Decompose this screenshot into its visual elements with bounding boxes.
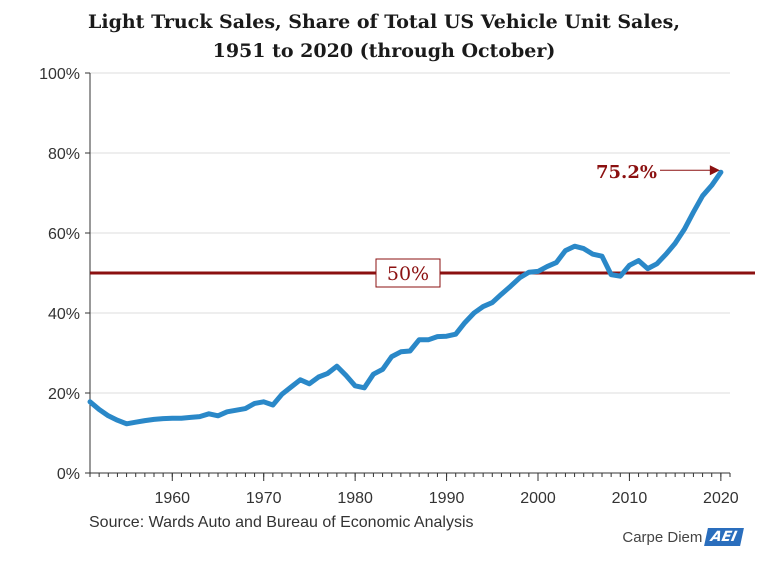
annotation-arrowhead <box>709 165 720 176</box>
x-tick-label: 1980 <box>337 490 373 507</box>
title-line-1: Light Truck Sales, Share of Total US Veh… <box>88 11 680 33</box>
annotation-label: 75.2% <box>596 162 657 183</box>
chart-title: Light Truck Sales, Share of Total US Veh… <box>0 8 768 66</box>
x-tick-label: 1990 <box>429 490 465 507</box>
annotation: 75.2% <box>596 162 720 183</box>
reference-label-rect <box>375 258 441 288</box>
y-tick-label: 80% <box>48 146 80 163</box>
x-tick-label: 2000 <box>520 490 556 507</box>
y-tick-label: 20% <box>48 386 80 403</box>
aei-logo: AEI <box>704 528 744 546</box>
title-line-2: 1951 to 2020 (through October) <box>212 40 556 62</box>
y-tick-label: 0% <box>57 466 80 483</box>
x-tick-label: 1970 <box>246 490 282 507</box>
source-note: Source: Wards Auto and Bureau of Economi… <box>89 514 474 531</box>
reference-label: 50% <box>387 263 429 285</box>
data-points <box>88 170 724 427</box>
x-tick-label: 2020 <box>703 490 739 507</box>
reference-label-box: 50% <box>375 258 441 288</box>
y-tick-label: 60% <box>48 226 80 243</box>
y-tick-label: 40% <box>48 306 80 323</box>
x-tick-label: 1960 <box>154 490 190 507</box>
brand-text: Carpe Diem <box>622 528 703 546</box>
x-axis: 1960 1970 1980 1990 2000 2010 2020 <box>89 472 739 507</box>
x-tick-label: 2010 <box>612 490 648 507</box>
brand: Carpe Diem AEI <box>622 528 744 546</box>
series-line <box>87 169 724 427</box>
y-axis: 0% 20% 40% 60% 80% 100% <box>39 66 91 483</box>
y-tick-label: 100% <box>39 66 80 83</box>
